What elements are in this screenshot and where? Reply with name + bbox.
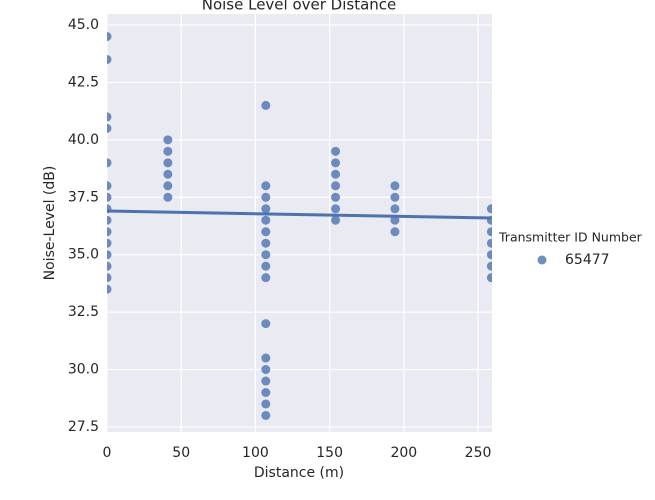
x-tick-label: 150 <box>316 445 343 461</box>
point <box>261 204 271 214</box>
point <box>107 123 112 133</box>
y-tick-label: 32.5 <box>68 304 99 320</box>
y-tick-label: 35.0 <box>68 247 99 263</box>
point <box>107 32 112 42</box>
point <box>486 227 492 237</box>
point <box>163 192 173 202</box>
point <box>163 169 173 179</box>
point <box>331 192 341 202</box>
y-tick-label: 42.5 <box>68 74 99 90</box>
point <box>486 273 492 283</box>
point <box>261 227 271 237</box>
x-tick-label: 50 <box>172 445 190 461</box>
point <box>331 181 341 191</box>
plot-background <box>107 14 492 432</box>
point <box>107 273 112 283</box>
legend-label: 65477 <box>565 252 610 268</box>
point <box>107 227 112 237</box>
point <box>261 365 271 375</box>
point <box>107 215 112 225</box>
point <box>107 261 112 271</box>
point <box>486 250 492 260</box>
point <box>261 238 271 248</box>
x-tick-label: 200 <box>390 445 417 461</box>
point <box>331 204 341 214</box>
point <box>390 204 400 214</box>
point <box>331 215 341 225</box>
point <box>107 181 112 191</box>
point <box>390 215 400 225</box>
point <box>261 399 271 409</box>
marks <box>107 32 492 420</box>
point <box>163 158 173 168</box>
y-tick-label: 37.5 <box>68 189 99 205</box>
point <box>331 169 341 179</box>
point <box>486 238 492 248</box>
legend: 65477 <box>537 252 610 268</box>
point <box>261 261 271 271</box>
point <box>107 192 112 202</box>
point <box>390 227 400 237</box>
point <box>261 181 271 191</box>
point <box>163 146 173 156</box>
point <box>261 215 271 225</box>
chart-title: Noise Level over Distance <box>202 0 397 14</box>
point <box>261 100 271 110</box>
point <box>261 250 271 260</box>
legend-marker <box>537 255 547 265</box>
point <box>261 387 271 397</box>
point <box>390 192 400 202</box>
point <box>261 319 271 329</box>
point <box>261 353 271 363</box>
point <box>163 135 173 145</box>
point <box>107 284 112 294</box>
grid <box>106 14 492 432</box>
point <box>261 376 271 386</box>
point <box>107 238 112 248</box>
point <box>107 158 112 168</box>
x-tick-label: 0 <box>103 445 112 461</box>
y-tick-label: 45.0 <box>68 17 99 33</box>
y-tick-label: 40.0 <box>68 132 99 148</box>
x-axis-label: Distance (m) <box>254 465 344 481</box>
point <box>486 261 492 271</box>
point <box>331 158 341 168</box>
point <box>107 54 112 64</box>
y-axis-label: Noise-Level (dB) <box>42 166 58 281</box>
regression-line <box>107 209 492 220</box>
y-tick-label: 30.0 <box>68 362 99 378</box>
point <box>261 192 271 202</box>
point <box>390 181 400 191</box>
x-tick-label: 100 <box>242 445 269 461</box>
point <box>331 146 341 156</box>
y-tick-label: 27.5 <box>68 419 99 435</box>
point <box>486 204 492 214</box>
point <box>261 410 271 420</box>
legend-title: Transmitter ID Number <box>498 230 643 245</box>
point <box>107 250 112 260</box>
point <box>261 273 271 283</box>
point <box>163 181 173 191</box>
x-tick-label: 250 <box>465 445 492 461</box>
point <box>107 112 112 122</box>
